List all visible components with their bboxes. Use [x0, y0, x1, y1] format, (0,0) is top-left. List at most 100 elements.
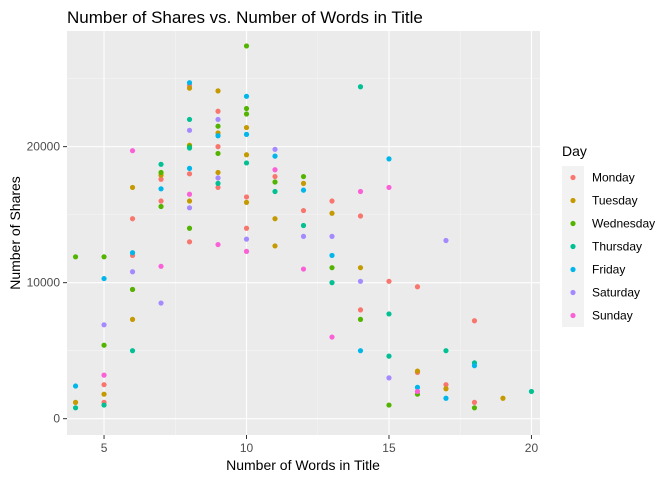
legend-key-point	[570, 220, 576, 227]
data-point-tuesday	[186, 85, 193, 91]
data-point-thursday	[101, 402, 107, 408]
data-point-tuesday	[357, 265, 364, 271]
legend-key-point	[570, 174, 576, 181]
data-point-thursday	[528, 388, 535, 395]
data-point-thursday	[186, 116, 193, 123]
data-point-wednesday	[243, 43, 250, 49]
legend-key-point	[570, 312, 576, 319]
chart-title: Number of Shares vs. Number of Words in …	[67, 8, 423, 27]
data-point-tuesday	[215, 88, 221, 94]
legend: Day Monday Tuesday Wednesday Thursday Friday…	[562, 143, 655, 327]
x-tick-label: 10	[240, 441, 254, 455]
plot-panel	[67, 31, 540, 435]
data-point-monday	[186, 171, 193, 177]
data-point-thursday	[186, 145, 193, 151]
x-tick-label: 5	[101, 441, 108, 455]
legend-label: Sunday	[592, 309, 633, 323]
data-point-saturday	[329, 233, 335, 240]
data-point-monday	[215, 108, 221, 114]
data-point-monday	[329, 198, 335, 204]
data-point-monday	[158, 198, 164, 204]
data-point-friday	[129, 250, 136, 256]
legend-key-point	[570, 243, 576, 250]
data-point-wednesday	[72, 254, 79, 260]
x-tick-label: 15	[382, 441, 396, 455]
data-point-saturday	[215, 116, 221, 123]
data-point-friday	[414, 384, 421, 390]
data-point-wednesday	[158, 169, 164, 176]
data-points	[72, 43, 535, 411]
data-point-sunday	[300, 266, 307, 272]
data-point-saturday	[101, 322, 107, 328]
data-point-saturday	[215, 175, 221, 181]
data-point-sunday	[414, 388, 421, 395]
y-tick-label: 20000	[27, 140, 61, 154]
data-point-monday	[443, 382, 449, 388]
data-point-monday	[215, 184, 221, 191]
data-point-tuesday	[272, 216, 278, 222]
data-point-sunday	[272, 167, 278, 173]
data-point-monday	[300, 207, 307, 214]
data-point-wednesday	[329, 265, 335, 271]
data-point-monday	[357, 213, 364, 219]
data-point-thursday	[300, 222, 307, 229]
data-point-wednesday	[215, 123, 221, 129]
data-point-wednesday	[243, 105, 250, 112]
data-point-thursday	[386, 353, 392, 359]
data-point-thursday	[443, 348, 449, 354]
data-point-thursday	[329, 280, 335, 286]
data-point-wednesday	[101, 254, 107, 260]
data-point-monday	[158, 176, 164, 182]
data-point-saturday	[158, 300, 164, 306]
data-point-saturday	[186, 127, 193, 133]
data-point-monday	[101, 382, 107, 388]
data-point-monday	[243, 194, 250, 200]
legend-key-point	[570, 197, 576, 204]
data-point-tuesday	[243, 199, 250, 205]
y-tick-label: 10000	[27, 276, 61, 290]
data-point-thursday	[158, 161, 164, 167]
data-point-wednesday	[129, 286, 136, 293]
data-point-saturday	[357, 278, 364, 284]
data-point-tuesday	[243, 124, 250, 131]
data-point-friday	[471, 363, 478, 369]
data-point-monday	[186, 239, 193, 245]
legend-label: Saturday	[592, 286, 640, 300]
data-point-monday	[471, 318, 478, 324]
axes: 5 10 15 20 0 10000 20000	[27, 140, 539, 455]
legend-label: Friday	[592, 263, 625, 277]
data-point-friday	[72, 383, 79, 389]
data-point-friday	[357, 348, 364, 354]
data-point-saturday	[243, 236, 250, 242]
data-point-tuesday	[215, 169, 221, 176]
data-point-thursday	[215, 180, 221, 186]
data-point-saturday	[129, 269, 136, 275]
data-point-wednesday	[101, 342, 107, 348]
data-point-tuesday	[272, 243, 278, 249]
data-point-friday	[243, 93, 250, 99]
data-point-monday	[386, 278, 392, 284]
data-point-tuesday	[329, 210, 335, 216]
x-axis-label: Number of Words in Title	[226, 457, 380, 473]
data-point-thursday	[386, 311, 392, 317]
data-point-tuesday	[414, 368, 421, 374]
data-point-sunday	[386, 184, 392, 191]
data-point-friday	[215, 133, 221, 139]
data-point-tuesday	[300, 180, 307, 186]
data-point-wednesday	[386, 402, 392, 408]
data-point-sunday	[129, 148, 136, 154]
data-point-saturday	[272, 146, 278, 152]
data-point-friday	[186, 80, 193, 86]
data-point-saturday	[443, 237, 449, 244]
data-point-tuesday	[443, 386, 449, 392]
legend-label: Tuesday	[592, 194, 638, 208]
legend-title: Day	[562, 143, 587, 159]
data-point-friday	[101, 275, 107, 282]
legend-label: Monday	[592, 171, 635, 185]
data-point-wednesday	[357, 316, 364, 322]
data-point-monday	[243, 225, 250, 231]
data-point-friday	[386, 156, 392, 162]
data-point-sunday	[186, 191, 193, 197]
data-point-thursday	[129, 348, 136, 354]
